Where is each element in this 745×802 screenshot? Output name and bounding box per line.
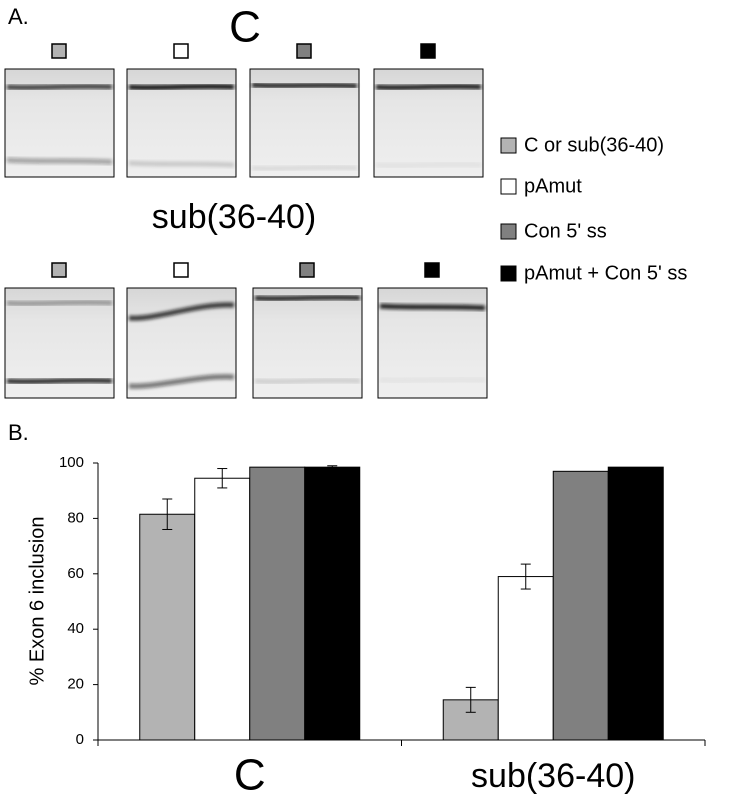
- gel-band: [6, 157, 113, 165]
- legend-label: Con 5' ss: [524, 220, 607, 242]
- legend-label: pAmut + Con 5' ss: [524, 262, 687, 284]
- panel-label: A.: [8, 4, 29, 29]
- lane-marker: [296, 43, 312, 59]
- gel-band: [6, 377, 113, 385]
- panel-label: B.: [8, 420, 29, 445]
- y-tick-label: 20: [67, 676, 84, 693]
- y-tick-label: 60: [67, 565, 84, 582]
- y-tick-label: 80: [67, 509, 84, 526]
- gel-band: [375, 161, 482, 169]
- bar: [304, 466, 361, 741]
- gel-band: [6, 83, 113, 91]
- error-bar: [327, 465, 338, 470]
- y-axis-label: % Exon 6 inclusion: [26, 517, 48, 686]
- row-label: sub(36-40): [152, 198, 316, 236]
- gels: [4, 43, 488, 399]
- lane-marker: [299, 262, 315, 278]
- x-tick-label: C: [234, 751, 266, 800]
- lane-marker: [420, 43, 436, 59]
- gel-band: [128, 160, 235, 168]
- gel-band: [251, 164, 358, 172]
- error-bar: [217, 468, 228, 489]
- y-tick-label: 40: [67, 620, 84, 637]
- bar: [607, 466, 664, 741]
- y-tick-label: 0: [76, 731, 84, 748]
- legend-label: C or sub(36-40): [524, 134, 664, 156]
- lane-marker: [173, 262, 189, 278]
- error-bar: [465, 686, 476, 713]
- gel-band: [375, 83, 482, 91]
- legend-swatch: [500, 223, 517, 240]
- error-bar: [162, 498, 173, 530]
- gel-band: [379, 303, 486, 311]
- lane-marker: [51, 262, 67, 278]
- legend-swatch: [500, 265, 517, 282]
- gel-band: [379, 376, 486, 384]
- gel-band: [254, 294, 361, 302]
- legend: C or sub(36-40) pAmut Con 5' ss pAmut + Con…: [500, 134, 687, 284]
- x-tick-label: sub(36-40): [471, 757, 635, 795]
- bar: [497, 576, 554, 741]
- error-bar: [520, 563, 531, 590]
- lane-marker: [173, 43, 189, 59]
- gel-band: [254, 377, 361, 385]
- bar: [249, 466, 306, 741]
- bar: [552, 470, 609, 741]
- bar: [139, 513, 196, 741]
- gel-band: [251, 82, 358, 89]
- bar: [194, 477, 251, 741]
- legend-swatch: [500, 137, 517, 154]
- gel-band: [128, 374, 235, 389]
- gel-band: [128, 83, 235, 91]
- lane-marker: [51, 43, 67, 59]
- legend-swatch: [500, 178, 517, 195]
- plot: 0 20 40 60 80 100 C sub(36-40): [59, 454, 706, 800]
- gel-band: [128, 302, 235, 321]
- lane-marker: [424, 262, 440, 278]
- legend-label: pAmut: [524, 175, 582, 197]
- gel-band: [6, 299, 113, 307]
- row-label: C: [229, 3, 261, 52]
- y-tick-label: 100: [59, 454, 84, 471]
